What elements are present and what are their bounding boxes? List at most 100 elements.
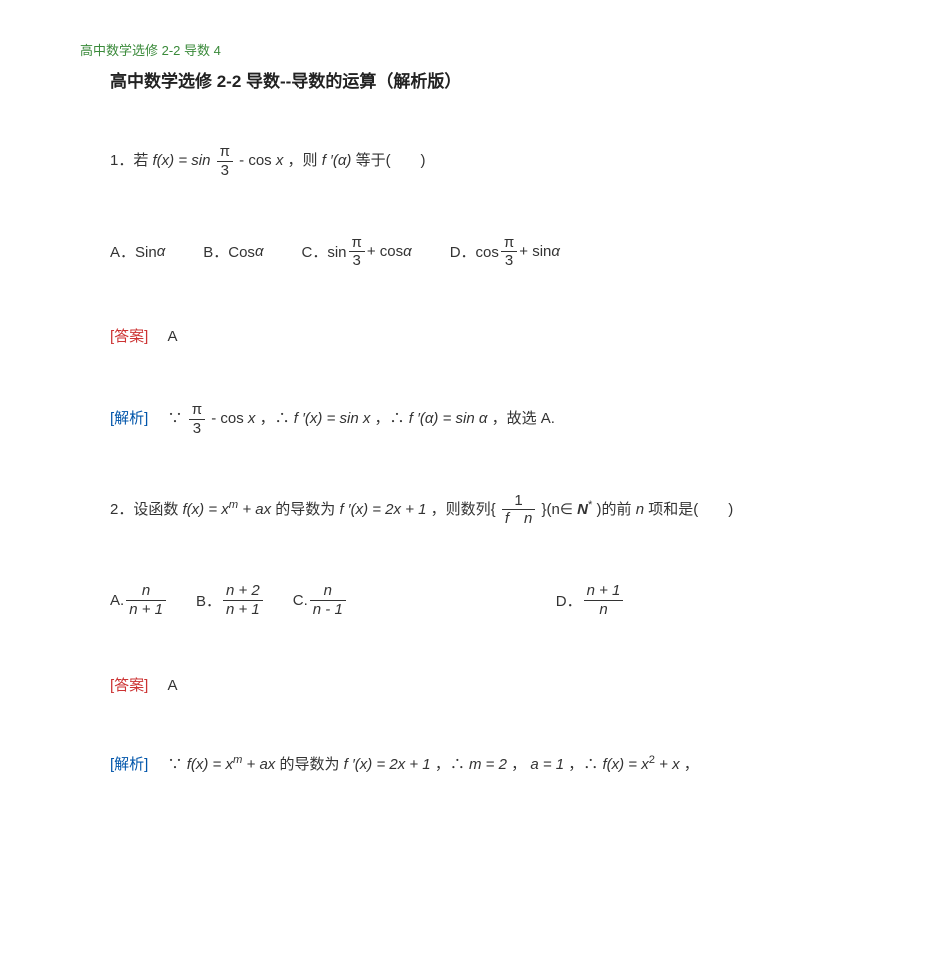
q1-optb-label: B．Cos <box>203 241 255 262</box>
q2-nvar: n <box>636 501 644 518</box>
q2-ana-p10: ，∴ <box>568 756 598 773</box>
analysis-label: [解析] <box>110 410 148 427</box>
question-1-options: A．Sin α B．Cos α C．sin π 3 + cos α D．cos … <box>110 235 875 270</box>
q2-frac-den: f n <box>502 510 536 527</box>
q1-fprime: f ′(α) <box>322 152 352 169</box>
question-2-options: A. n n + 1 B． n + 2 n + 1 C. n n - 1 D． … <box>110 583 875 618</box>
q2-optd-num: n + 1 <box>584 583 624 601</box>
q2-opta-label: A. <box>110 592 124 609</box>
q2-ana-p5: f ′(x) = 2x + 1 <box>344 756 431 773</box>
q1-option-b: B．Cos α <box>203 241 263 262</box>
q1-frac: π 3 <box>217 144 233 179</box>
q2-star: * <box>588 499 592 511</box>
q1-ana-frac: π 3 <box>189 402 205 437</box>
q2-ana-p1: ∵ <box>153 756 183 773</box>
question-1-analysis: [解析] ∵ π 3 - cos x ，∴ f ′(x) = sin x ，∴ … <box>110 402 875 437</box>
q2-optc-num: n <box>310 583 346 601</box>
q1-optc-frac-num: π <box>349 235 365 253</box>
q1-num: 1．若 <box>110 152 153 169</box>
q1-var-x: x <box>276 152 284 169</box>
page-container: 高中数学选修 2-2 导数 4 高中数学选修 2-2 导数--导数的运算（解析版… <box>0 0 945 817</box>
answer-label-2: [答案] <box>110 677 148 694</box>
q2-fx2: + ax <box>242 501 271 518</box>
q1-optd-frac: π 3 <box>501 235 517 270</box>
q2-optb-den: n + 1 <box>223 601 263 618</box>
q2-optc-den: n - 1 <box>310 601 346 618</box>
q2-mid2: ，则数列{ <box>431 501 496 518</box>
q2-mid5: 项和是( ) <box>648 501 733 518</box>
q2-ana-sup-m: m <box>233 754 242 766</box>
q1-optc-frac-den: 3 <box>349 252 365 269</box>
q1-optd-frac-den: 3 <box>501 252 517 269</box>
q1-then: ，则 <box>288 152 322 169</box>
q2-ana-p4: 的导数为 <box>279 756 343 773</box>
q2-num: 2．设函数 <box>110 501 183 518</box>
q2-frac: 1 f n <box>502 493 536 528</box>
q1-opta-var: α <box>157 243 166 260</box>
q2-opta-frac: n n + 1 <box>126 583 166 618</box>
q2-fprime: f ′(x) = 2x + 1 <box>339 501 426 518</box>
q2-optc-frac: n n - 1 <box>310 583 346 618</box>
q2-opta-num: n <box>126 583 166 601</box>
q2-nset: N <box>577 501 588 518</box>
q1-ana-p10: α <box>479 410 488 427</box>
q2-sup-m: m <box>229 499 238 511</box>
q2-mid4: )的前 <box>597 501 636 518</box>
q1-ana-frac-den: 3 <box>189 420 205 437</box>
q2-optb-label: B． <box>196 590 221 611</box>
q2-answer-value: A <box>153 677 178 694</box>
answer-label: [答案] <box>110 328 148 345</box>
q1-ana-p8: ，∴ <box>375 410 405 427</box>
q1-ana-p7: x <box>363 410 371 427</box>
q1-option-a: A．Sin α <box>110 241 165 262</box>
q2-optb-frac: n + 2 n + 1 <box>223 583 263 618</box>
q1-frac-num: π <box>217 144 233 162</box>
q1-opta-label: A．Sin <box>110 241 157 262</box>
q2-ana-p12: + x <box>659 756 679 773</box>
q2-optc-label: C. <box>293 592 308 609</box>
question-2-answer: [答案] A <box>110 674 875 695</box>
q1-frac-den: 3 <box>217 162 233 179</box>
q1-optd-var: α <box>551 243 560 260</box>
q1-optd-label: D．cos <box>450 241 499 262</box>
q2-ana-p13: ， <box>684 756 699 773</box>
q2-fx1: f(x) = x <box>183 501 229 518</box>
q1-after-frac: - cos <box>239 152 272 169</box>
q2-option-d: D． n + 1 n <box>556 583 626 618</box>
q2-option-c: C. n n - 1 <box>293 583 348 618</box>
q2-ana-p2: f(x) = x <box>187 756 233 773</box>
question-1: 1．若 f(x) = sin π 3 - cos x ，则 f ′(α) 等于(… <box>110 144 875 179</box>
q1-optc-var: α <box>403 243 412 260</box>
q1-fx: f(x) = sin <box>153 152 211 169</box>
q1-optc-frac: π 3 <box>349 235 365 270</box>
q1-ana-p6: f ′(x) = sin <box>294 410 359 427</box>
q1-ana-p11: ，故选 A. <box>492 410 555 427</box>
q1-answer-value: A <box>153 328 178 345</box>
q2-optd-label: D． <box>556 590 582 611</box>
q1-ana-p9: f ′(α) = sin <box>409 410 475 427</box>
q2-option-a: A. n n + 1 <box>110 583 168 618</box>
q1-ana-p1: ∵ <box>153 410 183 427</box>
analysis-label-2: [解析] <box>110 756 148 773</box>
q1-ana-p4: x <box>248 410 256 427</box>
q2-ana-p6: ，∴ <box>435 756 465 773</box>
q1-equals: 等于( ) <box>356 152 426 169</box>
q2-optd-den: n <box>584 601 624 618</box>
q1-optd-plus: + sin <box>519 243 551 260</box>
q1-optc-plus: + cos <box>367 243 403 260</box>
question-2-analysis: [解析] ∵ f(x) = xm + ax 的导数为 f ′(x) = 2x +… <box>110 751 875 777</box>
q2-optd-frac: n + 1 n <box>584 583 624 618</box>
breadcrumb: 高中数学选修 2-2 导数 4 <box>80 40 875 59</box>
q2-ana-p8: ， <box>511 756 526 773</box>
q2-mid3: }(n∈ <box>542 501 573 518</box>
q1-ana-frac-num: π <box>189 402 205 420</box>
q1-option-c: C．sin π 3 + cos α <box>302 235 412 270</box>
question-2: 2．设函数 f(x) = xm + ax 的导数为 f ′(x) = 2x + … <box>110 493 875 528</box>
q2-option-b: B． n + 2 n + 1 <box>196 583 265 618</box>
q1-optb-var: α <box>255 243 264 260</box>
q2-ana-p9: a = 1 <box>530 756 564 773</box>
q2-frac-num: 1 <box>502 493 536 511</box>
q1-ana-p3: - cos <box>211 410 244 427</box>
q1-optd-frac-num: π <box>501 235 517 253</box>
page-title: 高中数学选修 2-2 导数--导数的运算（解析版） <box>110 67 875 92</box>
